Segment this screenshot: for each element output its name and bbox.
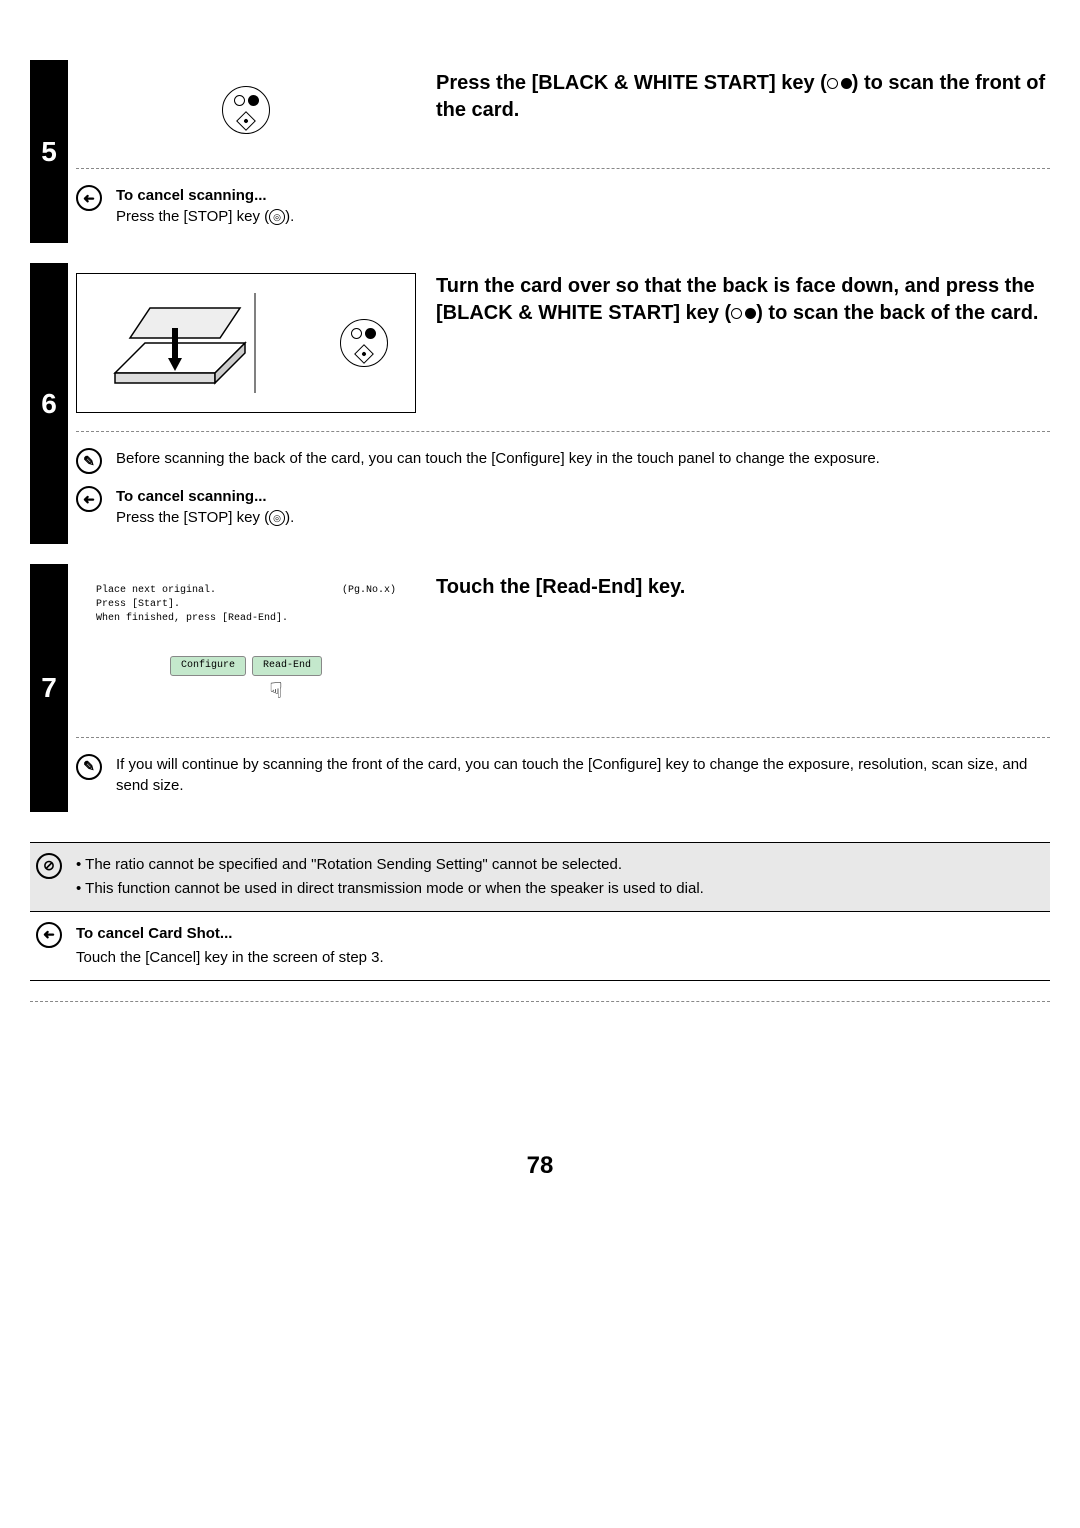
back-icon: ➜ [76,486,102,512]
info-note: ✎ If you will continue by scanning the f… [76,748,1050,802]
cancel-card-shot-note: ➜ To cancel Card Shot... Touch the [Canc… [30,912,1050,980]
cancel-title: To cancel Card Shot... [76,922,1044,946]
divider [76,168,1050,169]
restriction-item: The ratio cannot be specified and "Rotat… [76,853,1044,877]
step-heading: Touch the [Read-End] key. [436,574,1050,719]
cancel-title: To cancel scanning... [116,185,294,206]
cancel-body: Touch the [Cancel] key in the screen of … [76,946,1044,970]
read-end-button[interactable]: Read-End [252,656,322,676]
start-key-icon [340,319,388,367]
page-number: 78 [30,1152,1050,1180]
note-text: If you will continue by scanning the fro… [116,754,1050,796]
step-body: Place next original. (Pg.No.x) Press [St… [68,564,1050,812]
back-icon: ➜ [76,185,102,211]
divider [30,980,1050,981]
footer-notes: ⊘ The ratio cannot be specified and "Rot… [30,842,1050,981]
touch-panel-illustration: Place next original. (Pg.No.x) Press [St… [76,574,416,719]
screen-line: When finished, press [Read-End]. [96,612,396,626]
step-heading: Turn the card over so that the back is f… [436,273,1050,413]
stop-key-icon: ◎ [269,209,285,225]
cancel-title: To cancel scanning... [116,486,294,507]
stop-key-icon: ◎ [269,510,285,526]
divider [76,737,1050,738]
illustration-scanner [76,273,416,413]
pencil-icon: ✎ [76,448,102,474]
note-text: Before scanning the back of the card, yo… [116,448,880,469]
scanner-drawing [105,283,285,403]
touch-hand-icon: ☟ [156,678,396,709]
page-end-divider [30,1001,1050,1002]
step-7: 7 Place next original. (Pg.No.x) Press [… [30,564,1050,812]
step-6: 6 Turn the card over so that [30,263,1050,544]
step-number: 6 [30,263,68,544]
step-heading: Press the [BLACK & WHITE START] key () t… [436,70,1050,150]
info-note: ✎ Before scanning the back of the card, … [76,442,1050,480]
pencil-icon: ✎ [76,754,102,780]
illustration-start-key [76,70,416,150]
step-body: Turn the card over so that the back is f… [68,263,1050,544]
cancel-body: Press the [STOP] key (◎). [116,206,294,227]
cancel-body: Press the [STOP] key (◎). [116,507,294,528]
restrictions-note: ⊘ The ratio cannot be specified and "Rot… [30,843,1050,911]
screen-page-indicator: (Pg.No.x) [342,584,396,598]
screen-line: Place next original. [96,584,216,598]
step-5: 5 Press the [BLACK & WHITE START] key ()… [30,60,1050,243]
cancel-note: ➜ To cancel scanning... Press the [STOP]… [76,179,1050,233]
cancel-note: ➜ To cancel scanning... Press the [STOP]… [76,480,1050,534]
restriction-item: This function cannot be used in direct t… [76,877,1044,901]
step-number: 7 [30,564,68,812]
start-key-icon [222,86,270,134]
step-body: Press the [BLACK & WHITE START] key () t… [68,60,1050,243]
configure-button[interactable]: Configure [170,656,246,676]
prohibit-icon: ⊘ [36,853,62,879]
screen-line: Press [Start]. [96,598,396,612]
divider [76,431,1050,432]
back-icon: ➜ [36,922,62,948]
step-number: 5 [30,60,68,243]
